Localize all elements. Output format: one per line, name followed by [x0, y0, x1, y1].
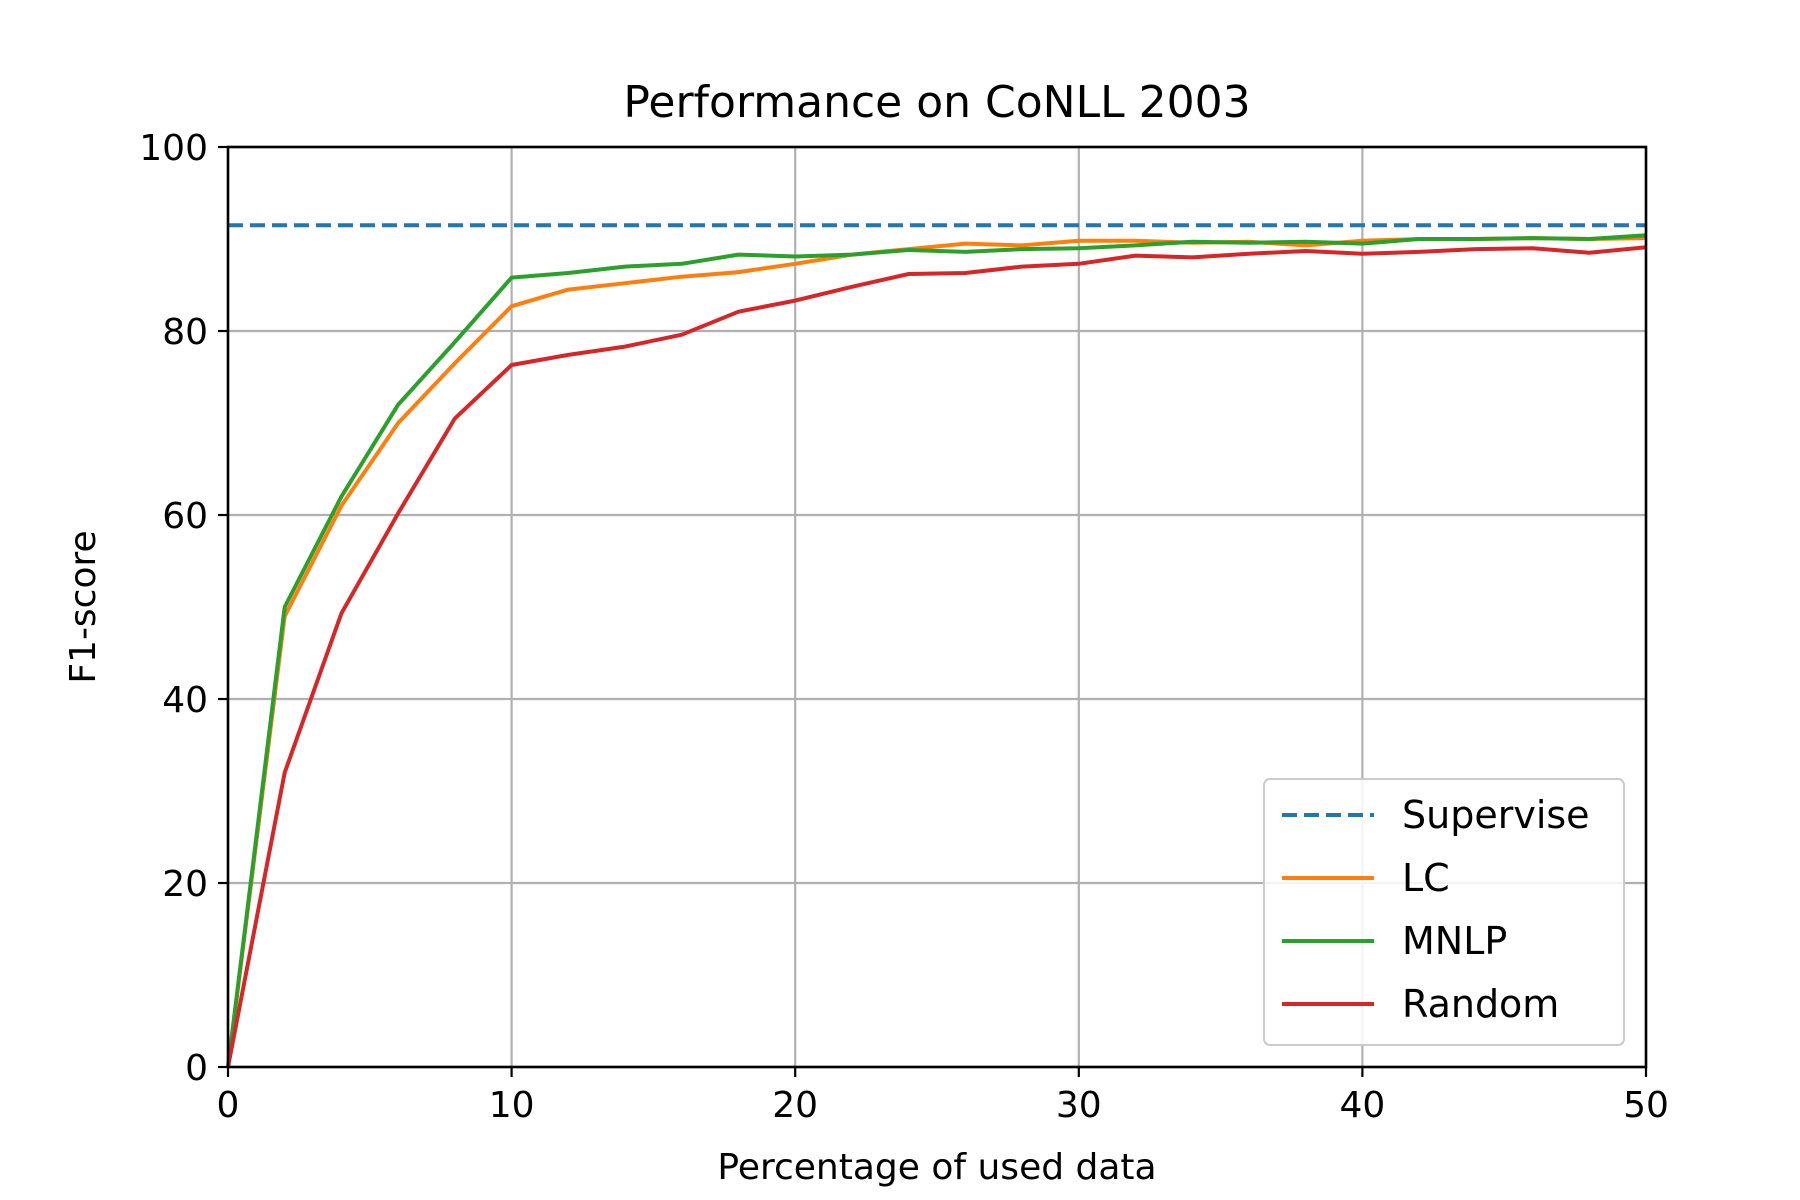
x-tick-label: 30 — [1056, 1085, 1102, 1126]
series-line-mnlp — [226, 233, 1647, 1068]
y-tick-label: 40 — [162, 680, 208, 721]
x-tick-label: 20 — [772, 1085, 818, 1126]
legend: Supervise LC MNLP Random — [1263, 778, 1625, 1046]
chart-title: Performance on CoNLL 2003 — [623, 77, 1250, 128]
y-tick-label: 60 — [162, 496, 208, 537]
y-tick-label: 100 — [139, 128, 208, 169]
y-axis-label: F1-score — [63, 530, 104, 683]
series-group — [226, 223, 1647, 1068]
x-tick-label: 0 — [217, 1085, 240, 1126]
legend-label: Supervise — [1402, 793, 1590, 837]
axis-ticks: 0 10 20 30 40 50 0 20 40 60 80 100 — [139, 128, 1669, 1126]
x-tick-label: 40 — [1339, 1085, 1385, 1126]
x-tick-label: 50 — [1623, 1085, 1669, 1126]
series-line-random — [226, 245, 1647, 1068]
legend-label: LC — [1402, 856, 1450, 900]
legend-label: MNLP — [1402, 919, 1507, 963]
x-tick-label: 10 — [489, 1085, 535, 1126]
legend-box — [1263, 778, 1625, 1046]
plot-frame — [226, 145, 1648, 1069]
y-tick-label: 80 — [162, 312, 208, 353]
legend-label: Random — [1402, 982, 1559, 1026]
y-tick-label: 20 — [162, 864, 208, 905]
x-axis-label: Percentage of used data — [717, 1147, 1156, 1188]
y-tick-label: 0 — [185, 1048, 208, 1089]
